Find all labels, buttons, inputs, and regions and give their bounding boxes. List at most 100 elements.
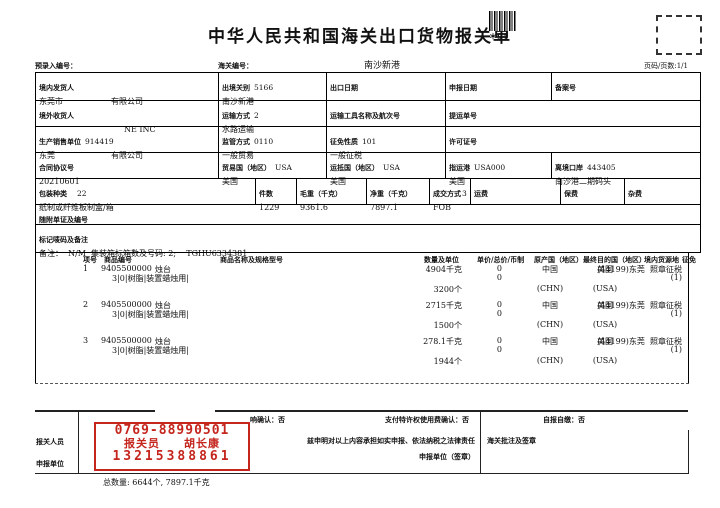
- field-transport-name: 运输工具名称及航次号: [326, 100, 446, 127]
- quantity-count: 1500个: [433, 321, 462, 330]
- stamp-mobile: 13215388861: [112, 449, 232, 465]
- commodity-code: 9405500000: [101, 336, 152, 345]
- source-and-tax: (44199)东莞 照章征税: [597, 265, 682, 274]
- stamp-phone: 0769-88990501: [114, 423, 230, 438]
- field-documents: 随附单证及编号: [35, 204, 701, 225]
- declarant-label: 报关人员: [36, 437, 64, 446]
- field-packing-type: 包装种类 22 纸制或纤维板制盒/箱: [35, 178, 256, 212]
- commodity-spec: 3|0|树脂|装置蜡烛用|: [112, 346, 189, 355]
- total-price: 0: [496, 273, 502, 282]
- origin-country-code: (CHN): [536, 284, 564, 293]
- origin-country: 中国: [542, 265, 558, 274]
- total-quantity: 总数量: 6644个, 7897.1千克: [103, 478, 210, 487]
- customs-endorsement-label: 海关批注及签章: [487, 436, 536, 445]
- stamp-placeholder-box: [656, 15, 702, 55]
- total-price: 0: [496, 309, 502, 318]
- goods-header-dest: 最终目的国（地区）: [583, 255, 646, 264]
- origin-country: 中国: [542, 301, 558, 310]
- goods-header-qty: 数量及单位: [424, 255, 459, 264]
- goods-header-source: 境内货源地: [644, 255, 679, 264]
- destination-country: 美国: [597, 301, 613, 310]
- field-license-no: 许可证号: [445, 126, 701, 153]
- divider: [480, 410, 481, 473]
- total-price: 0: [496, 345, 502, 354]
- field-exit-customs: 出境关别 5166 南沙新港: [218, 72, 327, 106]
- unit-price: 0: [496, 336, 502, 345]
- quantity-weight: 2715千克: [425, 301, 462, 310]
- stamp-person: 报关员 胡长康: [124, 437, 220, 451]
- field-net-weight: 净重（千克） 7897.1: [366, 178, 430, 212]
- unit-price: 0: [496, 264, 502, 273]
- item-no: 2: [83, 300, 89, 309]
- item-no: 3: [83, 336, 89, 345]
- goods-header-name: 商品名称及规格型号: [220, 255, 283, 264]
- commodity-name: 烛台: [155, 265, 171, 274]
- barcode-number: ＊94: [489, 31, 509, 41]
- divider: [215, 410, 688, 412]
- field-exit-port: 离境口岸 443405 南沙港二期码头: [551, 152, 701, 186]
- field-record-no: 备案号: [551, 72, 701, 101]
- tax-mark: (1): [670, 309, 682, 318]
- divider: [78, 410, 79, 473]
- goods-row: 1 9405500000 烛台 3|0|树脂|装置蜡烛用| 4904千克 320…: [35, 262, 688, 298]
- commodity-name: 烛台: [155, 301, 171, 310]
- commodity-name: 烛台: [155, 337, 171, 346]
- goods-header-item: 项号: [83, 255, 97, 264]
- field-declare-date: 申报日期: [445, 72, 552, 101]
- quantity-weight: 278.1千克: [423, 337, 462, 346]
- page-number: 页码/页数:1/1: [644, 62, 688, 70]
- origin-country-code: (CHN): [536, 356, 564, 365]
- tax-mark: (1): [670, 345, 682, 354]
- declare-unit-label: 申报单位: [36, 459, 64, 468]
- price-confirm: 响确认：否: [250, 415, 285, 424]
- origin-country: 中国: [542, 337, 558, 346]
- source-and-tax: (44199)东莞 照章征税: [597, 301, 682, 310]
- field-producer: 生产销售单位 914419 东莞 有限公司: [35, 126, 219, 160]
- customs-broker-stamp: 0769-88990501 报关员 胡长康 13215388861: [94, 422, 250, 471]
- field-pieces: 件数 1229: [255, 178, 297, 212]
- commodity-code: 9405500000: [101, 300, 152, 309]
- goods-header-origin: 原产国（地区）: [534, 255, 583, 264]
- unit-price: 0: [496, 300, 502, 309]
- goods-header-tax: 征免: [682, 255, 696, 264]
- customs-number-label: 海关编号：: [218, 61, 253, 70]
- field-consignee: 境外收货人 NE INC: [35, 100, 219, 134]
- pre-entry-number-label: 预录入编号：: [35, 61, 77, 70]
- destination-country: 美国: [597, 337, 613, 346]
- goods-row: 3 9405500000 烛台 3|0|树脂|装置蜡烛用| 278.1千克 19…: [35, 334, 688, 370]
- field-transaction-mode: 成交方式3 FOB: [429, 178, 471, 212]
- field-bill-no: 提运单号: [445, 100, 701, 127]
- field-contract-no: 合同协议号 20210601: [35, 152, 219, 186]
- goods-header-code: 商品编号: [104, 255, 132, 264]
- commodity-code: 9405500000: [101, 264, 152, 273]
- royalty-confirm: 支付特许权使用费确认：否: [385, 415, 469, 424]
- destination-country-code: (USA): [592, 320, 618, 329]
- field-trade-country: 贸易国（地区） USA 美国: [218, 152, 327, 186]
- declaration-statement: 兹申明对以上内容承担如实申报、依法纳税之法律责任: [307, 436, 475, 445]
- tax-mark: (1): [670, 273, 682, 282]
- quantity-weight: 4904千克: [425, 265, 462, 274]
- commodity-spec: 3|0|树脂|装置蜡烛用|: [112, 310, 189, 319]
- divider: [688, 430, 689, 473]
- divider: [35, 410, 155, 412]
- origin-country-code: (CHN): [536, 320, 564, 329]
- self-declare-confirm: 自报自缴：否: [543, 415, 585, 424]
- field-marks-remarks: 标记唛码及备注 备注： N/M 集装箱标箱数及号码: 2; TGHU633438…: [35, 224, 701, 258]
- commodity-spec: 3|0|树脂|装置蜡烛用|: [112, 274, 189, 283]
- goods-header-price: 单价/总价/币制: [477, 255, 525, 264]
- field-gross-weight: 毛重（千克） 9361.6: [296, 178, 367, 212]
- declare-unit-seal-label: 申报单位（签章）: [419, 452, 475, 461]
- goods-row: 2 9405500000 烛台 3|0|树脂|装置蜡烛用| 2715千克 150…: [35, 298, 688, 334]
- quantity-count: 3200个: [433, 285, 462, 294]
- field-insurance: 保费: [560, 178, 625, 205]
- dashed-separator: [35, 383, 689, 384]
- field-freight: 运费: [470, 178, 561, 205]
- document-title: 中华人民共和国海关出口货物报关单: [208, 27, 512, 47]
- field-exemption-nature: 征免性质 101 一般征税: [326, 126, 446, 160]
- field-arrival-country: 运抵国（地区） USA 美国: [326, 152, 446, 186]
- port-name: 南沙新港: [364, 61, 401, 71]
- field-export-date: 出口日期: [326, 72, 446, 101]
- divider: [35, 473, 689, 474]
- item-no: 1: [83, 264, 89, 273]
